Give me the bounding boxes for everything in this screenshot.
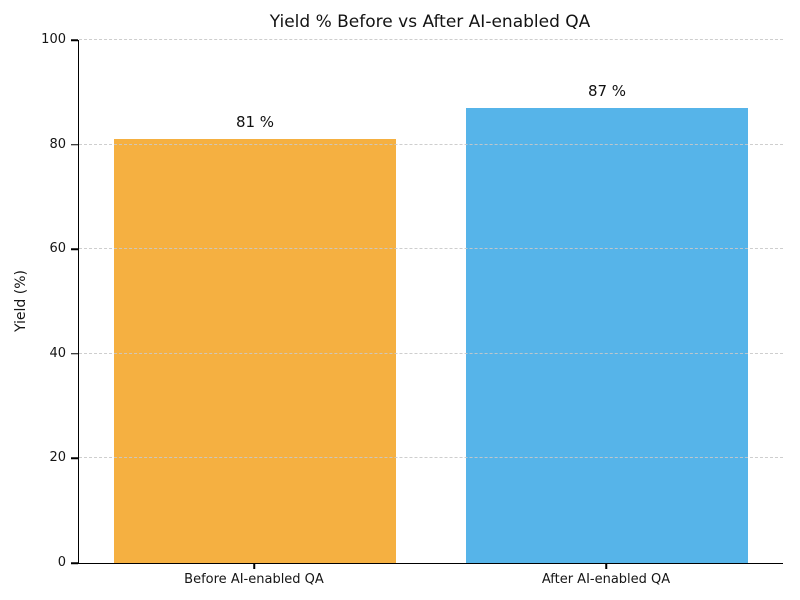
bar-value-label: 81 % [235, 113, 275, 132]
y-tick-mark [71, 457, 78, 460]
y-tick-label: 20 [49, 450, 66, 466]
y-axis-label: Yield (%) [13, 269, 29, 333]
bar-1 [114, 139, 396, 563]
y-tick-label: 100 [41, 32, 66, 47]
y-tick-mark [71, 143, 78, 146]
bar-2 [466, 108, 748, 563]
gridline [79, 352, 783, 354]
y-tick-label: 0 [57, 555, 66, 570]
y-tick-label: 40 [49, 345, 66, 361]
chart-title: Yield % Before vs After AI-enabled QA [269, 12, 591, 32]
y-tick-label: 60 [49, 241, 66, 257]
gridline [79, 143, 783, 145]
x-tick-mark [253, 563, 255, 569]
y-tick-mark [71, 562, 78, 564]
x-tick-label: Before AI-enabled QA [184, 572, 324, 587]
y-tick-mark [71, 353, 78, 355]
gridline [79, 39, 783, 40]
y-tick-label: 80 [49, 136, 66, 152]
bar-value-label: 87 % [587, 82, 627, 100]
y-tick-mark [71, 248, 78, 250]
gridline [79, 248, 783, 250]
plot-area: 81 % 87 % [78, 39, 783, 564]
x-tick-label: After AI-enabled QA [541, 572, 671, 587]
y-tick-mark [71, 39, 78, 41]
x-tick-mark [605, 563, 607, 569]
gridline [79, 457, 783, 459]
